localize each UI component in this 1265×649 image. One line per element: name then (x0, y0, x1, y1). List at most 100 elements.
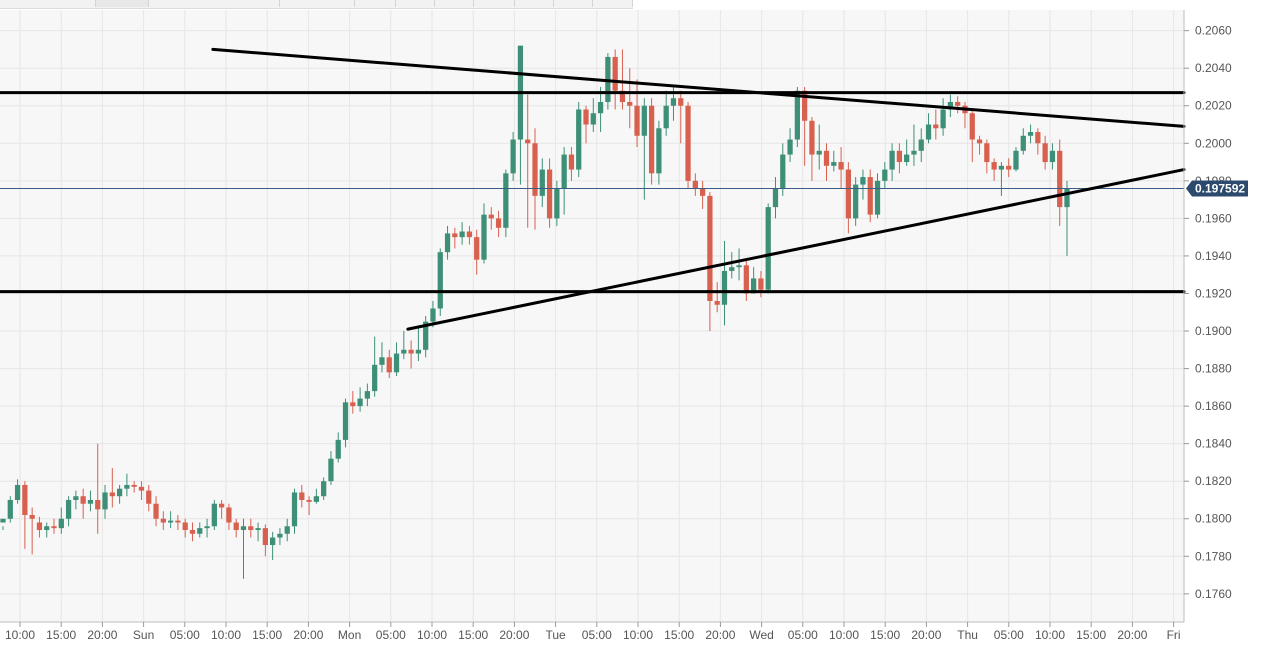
toolbar-tab[interactable] (593, 0, 633, 7)
toolbar-tab[interactable] (355, 0, 396, 7)
toolbar-strip (0, 0, 633, 9)
candle-body (896, 150, 903, 163)
toolbar-tab[interactable] (554, 0, 593, 7)
candle-body (167, 520, 174, 523)
candle-body (991, 162, 997, 170)
candle-body (984, 143, 990, 163)
candle-body (1006, 165, 1012, 170)
candle-body (131, 484, 137, 487)
candle-body (437, 252, 443, 309)
x-tick-label: 05:00 (376, 628, 406, 642)
candle-body (226, 507, 232, 523)
candle-body (656, 128, 662, 174)
toolbar-tab[interactable] (474, 0, 515, 7)
x-tick-label: 05:00 (582, 628, 612, 642)
candle-body (109, 492, 115, 497)
candle-body (116, 488, 123, 497)
toolbar-tab[interactable] (149, 0, 280, 7)
candle-body (751, 278, 757, 294)
candle-body (175, 520, 181, 523)
y-tick-label: 0.1940 (1195, 249, 1232, 263)
candle-body (554, 188, 560, 219)
candle-body (532, 143, 538, 196)
x-tick-label: 10:00 (829, 628, 859, 642)
candle-body (219, 503, 225, 508)
x-tick-label: 10:00 (1035, 628, 1065, 642)
x-tick-label: Fri (1167, 628, 1181, 642)
candle-body (386, 357, 392, 373)
candle-body (153, 503, 159, 519)
toolbar-tab[interactable] (40, 0, 96, 7)
candle-body (853, 184, 859, 219)
candle-body (882, 169, 888, 181)
toolbar-tab[interactable] (280, 0, 355, 7)
y-tick-label: 0.1960 (1195, 211, 1232, 225)
x-tick-label: Thu (957, 628, 978, 642)
candle-body (0, 518, 6, 523)
toolbar-tab[interactable] (515, 0, 554, 7)
candle-body (714, 300, 720, 305)
toolbar-tab[interactable] (96, 0, 149, 7)
y-tick-label: 0.1820 (1195, 474, 1232, 488)
candle-body (743, 265, 749, 294)
y-tick-label: 0.1920 (1195, 286, 1232, 300)
candle-body (335, 439, 341, 459)
candle-body (831, 162, 837, 166)
candle-body (430, 308, 436, 322)
trendlines (0, 47, 1186, 331)
candle-body (823, 150, 830, 166)
candle-body (809, 120, 815, 155)
candle-body (678, 98, 684, 106)
candle-body (350, 402, 356, 407)
x-tick-label: Wed (749, 628, 773, 642)
candle-body (124, 484, 130, 489)
candle-body (510, 139, 516, 174)
candle-body (248, 526, 254, 531)
candle-body (955, 101, 961, 106)
candle-body (481, 214, 487, 260)
y-tick-label: 0.1780 (1195, 549, 1232, 563)
candle-body (1042, 143, 1048, 163)
candle-body (911, 150, 917, 155)
candle-body (372, 364, 378, 392)
candle-body (933, 124, 939, 129)
x-tick-label: 05:00 (788, 628, 818, 642)
candle-body (539, 169, 545, 196)
candle-body (80, 496, 86, 504)
candle-body (976, 139, 983, 144)
candle-body (36, 522, 43, 531)
y-tick-label: 0.2060 (1195, 24, 1232, 38)
candle-body (1064, 188, 1070, 208)
candle-body (138, 486, 145, 491)
x-tick-label: Sun (133, 628, 154, 642)
candle-body (546, 169, 553, 219)
x-tick-label: 05:00 (170, 628, 200, 642)
candle-body (860, 177, 866, 185)
candle-body (29, 514, 35, 519)
candle-body (262, 528, 268, 546)
toolbar-tab[interactable] (435, 0, 474, 7)
x-tick-label: 15:00 (458, 628, 488, 642)
candle-body (583, 109, 589, 125)
candle-body (1020, 135, 1026, 151)
y-tick-label: 0.2040 (1195, 61, 1232, 75)
toolbar-tab[interactable] (396, 0, 435, 7)
candle-body (495, 218, 502, 228)
candle-body (663, 105, 669, 129)
candle-body (87, 499, 94, 504)
candle-body (576, 109, 582, 170)
candle-body (816, 150, 822, 155)
candle-body (197, 528, 203, 534)
plot-area[interactable] (0, 10, 1184, 622)
candle-body (670, 98, 677, 106)
y-tick-label: 0.2000 (1195, 136, 1232, 150)
x-tick-label: 10:00 (211, 628, 241, 642)
candle-body (306, 499, 312, 502)
candle-body (969, 113, 975, 140)
candle-body (525, 139, 531, 144)
x-tick-label: 20:00 (1117, 628, 1147, 642)
candle-body (146, 490, 152, 504)
candle-body (452, 233, 458, 238)
candle-body (699, 188, 706, 196)
